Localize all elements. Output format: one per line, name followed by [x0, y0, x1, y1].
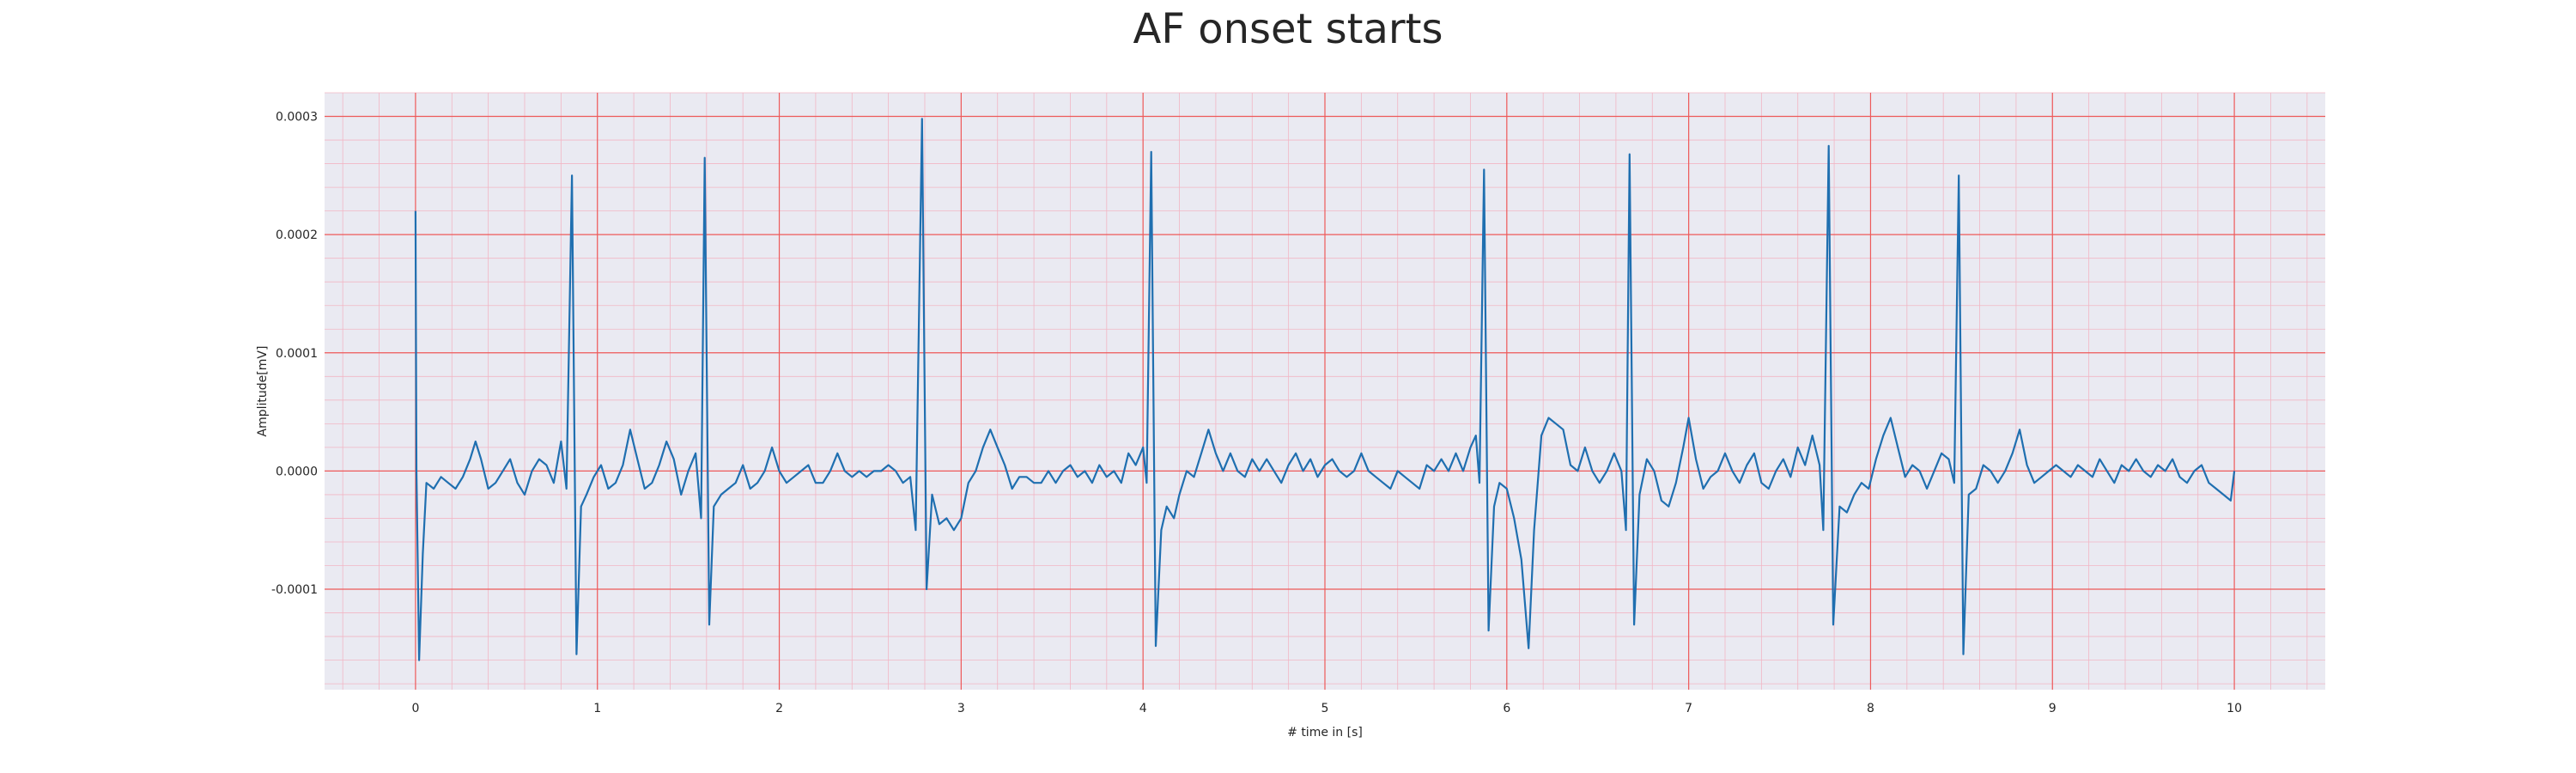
y-tick-label: 0.0001 [276, 347, 318, 361]
x-axis-label: # time in [s] [1287, 726, 1363, 740]
x-tick-label: 4 [1139, 702, 1147, 715]
x-tick-label: 7 [1685, 702, 1692, 715]
y-axis-label: Amplitude[mV] [256, 346, 270, 437]
x-tick-label: 1 [593, 702, 601, 715]
chart-title: AF onset starts [1133, 5, 1443, 53]
x-tick-label: 3 [957, 702, 965, 715]
x-tick-label: 10 [2227, 702, 2242, 715]
y-tick-label: 0.0002 [276, 228, 318, 242]
x-tick-label: 0 [411, 702, 419, 715]
y-axis-ticks: -0.0001 0.0000 0.0001 0.0002 0.0003 [271, 111, 318, 597]
x-tick-label: 9 [2049, 702, 2057, 715]
series-layer [414, 118, 2236, 661]
x-tick-label: 6 [1503, 702, 1510, 715]
ecg-series-line [414, 118, 2236, 661]
y-tick-label: 0.0003 [276, 111, 318, 125]
y-tick-label: 0.0000 [276, 465, 318, 478]
y-tick-label: -0.0001 [271, 583, 318, 597]
x-axis-ticks: 0 1 2 3 4 5 6 7 8 9 10 [411, 702, 2242, 715]
x-tick-label: 8 [1867, 702, 1874, 715]
x-tick-label: 2 [775, 702, 783, 715]
x-tick-label: 5 [1321, 702, 1329, 715]
